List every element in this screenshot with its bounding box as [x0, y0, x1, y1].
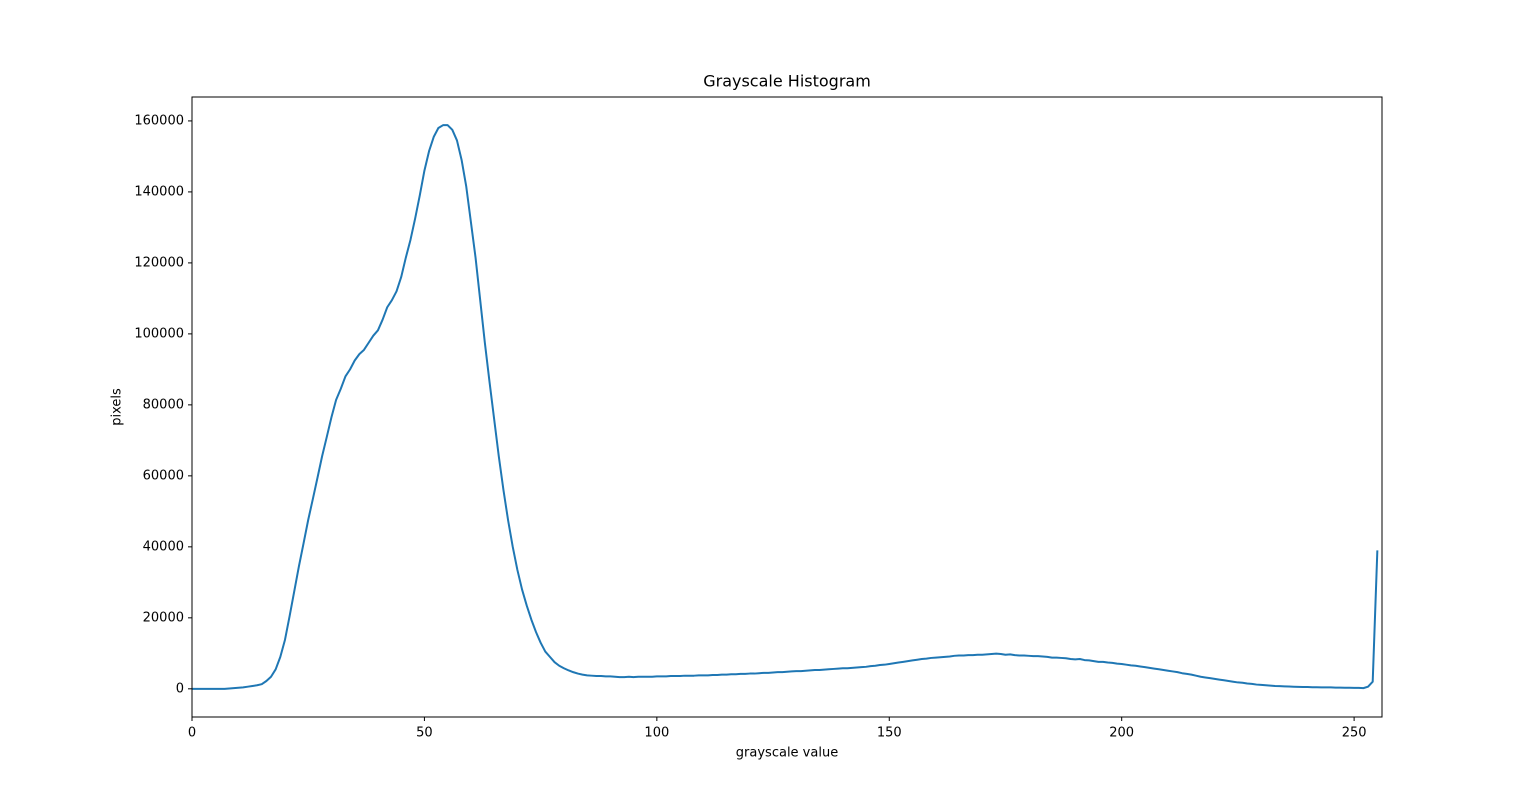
chart-title: Grayscale Histogram	[703, 72, 871, 91]
y-tick-label: 60000	[143, 468, 184, 483]
x-tick-label: 100	[644, 726, 669, 741]
y-axis-label: pixels	[110, 388, 125, 426]
y-tick-label: 20000	[143, 610, 184, 625]
y-tick-label: 80000	[143, 397, 184, 412]
axes-frame	[191, 96, 1383, 718]
x-tick-label: 0	[188, 726, 196, 741]
x-tick-label: 200	[1109, 726, 1134, 741]
x-axis-label: grayscale value	[736, 746, 838, 761]
y-tick-label: 40000	[143, 539, 184, 554]
x-tick-label: 50	[416, 726, 433, 741]
y-tick-label: 120000	[134, 255, 184, 270]
y-tick-label: 160000	[134, 113, 184, 128]
data-line	[192, 124, 1379, 690]
x-tick-label: 250	[1342, 726, 1367, 741]
x-tick-label: 150	[877, 726, 902, 741]
y-tick-label: 140000	[134, 184, 184, 199]
y-tick-label: 100000	[134, 326, 184, 341]
y-tick-label: 0	[176, 681, 184, 696]
